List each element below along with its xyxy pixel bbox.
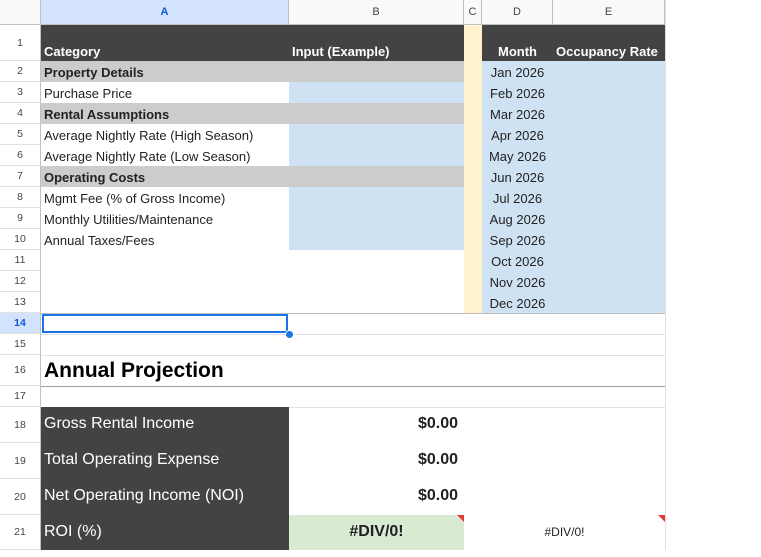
- input-annual-taxes[interactable]: [289, 229, 464, 250]
- category-header[interactable]: Category: [41, 25, 289, 61]
- input-nightly-rate-low[interactable]: [289, 145, 464, 166]
- month-cell[interactable]: Jul 2026: [482, 187, 553, 208]
- row-header-16[interactable]: 16: [0, 355, 41, 386]
- month-cell[interactable]: Oct 2026: [482, 250, 553, 271]
- selected-cell-a14[interactable]: [42, 314, 288, 333]
- occupancy-rate-inputs[interactable]: [553, 61, 665, 313]
- month-cell[interactable]: Aug 2026: [482, 208, 553, 229]
- month-cell[interactable]: Apr 2026: [482, 124, 553, 145]
- value-net-operating-income[interactable]: $0.00: [417, 487, 458, 504]
- spreadsheet-grid[interactable]: A B C D E 1 2 3 4 5 6 7 8 9 10 11 12 13 …: [0, 0, 666, 550]
- column-header-b[interactable]: B: [289, 0, 464, 25]
- input-nightly-rate-high[interactable]: [289, 124, 464, 145]
- label-mgmt-fee[interactable]: Mgmt Fee (% of Gross Income): [44, 191, 226, 206]
- table-bottom-border: [41, 313, 665, 314]
- month-header[interactable]: Month: [482, 25, 553, 61]
- gridline: [41, 355, 665, 356]
- row-header-7[interactable]: 7: [0, 166, 41, 187]
- row-header-2[interactable]: 2: [0, 61, 41, 82]
- month-cell[interactable]: Jun 2026: [482, 166, 553, 187]
- label-annual-taxes[interactable]: Annual Taxes/Fees: [44, 233, 155, 248]
- row-header-9[interactable]: 9: [0, 208, 41, 229]
- month-cell[interactable]: Mar 2026: [482, 103, 553, 124]
- section-property-details[interactable]: Property Details: [41, 61, 464, 82]
- value-total-operating-expense[interactable]: $0.00: [417, 451, 458, 468]
- column-header-e[interactable]: E: [553, 0, 665, 25]
- input-mgmt-fee[interactable]: [289, 187, 464, 208]
- input-header[interactable]: Input (Example): [289, 25, 464, 61]
- section-operating-costs[interactable]: Operating Costs: [41, 166, 464, 187]
- label-roi[interactable]: ROI (%): [41, 515, 289, 550]
- row-header-1[interactable]: 1: [0, 25, 41, 61]
- month-cell[interactable]: May 2026: [482, 145, 553, 166]
- value-roi[interactable]: #DIV/0!: [289, 515, 464, 550]
- row-header-20[interactable]: 20: [0, 479, 41, 515]
- error-indicator-icon: [658, 515, 665, 522]
- grid-right-edge: [665, 0, 666, 550]
- annual-projection-title[interactable]: Annual Projection: [44, 359, 224, 382]
- row-header-4[interactable]: 4: [0, 103, 41, 124]
- fill-handle[interactable]: [285, 330, 294, 339]
- row-header-10[interactable]: 10: [0, 229, 41, 250]
- month-cell[interactable]: Nov 2026: [482, 271, 553, 292]
- column-header-c[interactable]: C: [464, 0, 482, 25]
- column-header-d[interactable]: D: [482, 0, 553, 25]
- input-utilities-maintenance[interactable]: [289, 208, 464, 229]
- row-header-17[interactable]: 17: [0, 386, 41, 407]
- label-purchase-price[interactable]: Purchase Price: [44, 86, 133, 101]
- row-header-13[interactable]: 13: [0, 292, 41, 313]
- row-header-8[interactable]: 8: [0, 187, 41, 208]
- label-gross-rental-income[interactable]: Gross Rental Income: [41, 407, 289, 443]
- row-header-18[interactable]: 18: [0, 407, 41, 443]
- input-purchase-price[interactable]: [289, 82, 464, 103]
- row-header-6[interactable]: 6: [0, 145, 41, 166]
- row-header-3[interactable]: 3: [0, 82, 41, 103]
- value-roi-extra[interactable]: #DIV/0!: [544, 524, 585, 539]
- value-gross-rental-income[interactable]: $0.00: [417, 415, 458, 432]
- row-header-14[interactable]: 14: [0, 313, 41, 334]
- column-header-a[interactable]: A: [41, 0, 289, 25]
- label-nightly-rate-high[interactable]: Average Nightly Rate (High Season): [44, 128, 254, 143]
- label-net-operating-income[interactable]: Net Operating Income (NOI): [41, 479, 289, 515]
- row-header-19[interactable]: 19: [0, 443, 41, 479]
- select-all-corner[interactable]: [0, 0, 41, 25]
- row-header-15[interactable]: 15: [0, 334, 41, 355]
- section-rental-assumptions[interactable]: Rental Assumptions: [41, 103, 464, 124]
- occupancy-rate-header[interactable]: Occupancy Rate: [553, 25, 665, 61]
- month-cell[interactable]: Sep 2026: [482, 229, 553, 250]
- row-header-5[interactable]: 5: [0, 124, 41, 145]
- error-indicator-icon: [457, 515, 464, 522]
- title-underline: [41, 386, 665, 387]
- spacer-column-c[interactable]: [464, 25, 482, 313]
- gridline: [41, 334, 665, 335]
- gridline: [41, 407, 665, 408]
- row-header-12[interactable]: 12: [0, 271, 41, 292]
- row-header-21[interactable]: 21: [0, 515, 41, 550]
- row-header-11[interactable]: 11: [0, 250, 41, 271]
- month-cell[interactable]: Feb 2026: [482, 82, 553, 103]
- label-total-operating-expense[interactable]: Total Operating Expense: [41, 443, 289, 479]
- month-cell[interactable]: Jan 2026: [482, 61, 553, 82]
- label-utilities-maintenance[interactable]: Monthly Utilities/Maintenance: [44, 212, 214, 227]
- month-cell[interactable]: Dec 2026: [482, 292, 553, 313]
- label-nightly-rate-low[interactable]: Average Nightly Rate (Low Season): [44, 149, 251, 164]
